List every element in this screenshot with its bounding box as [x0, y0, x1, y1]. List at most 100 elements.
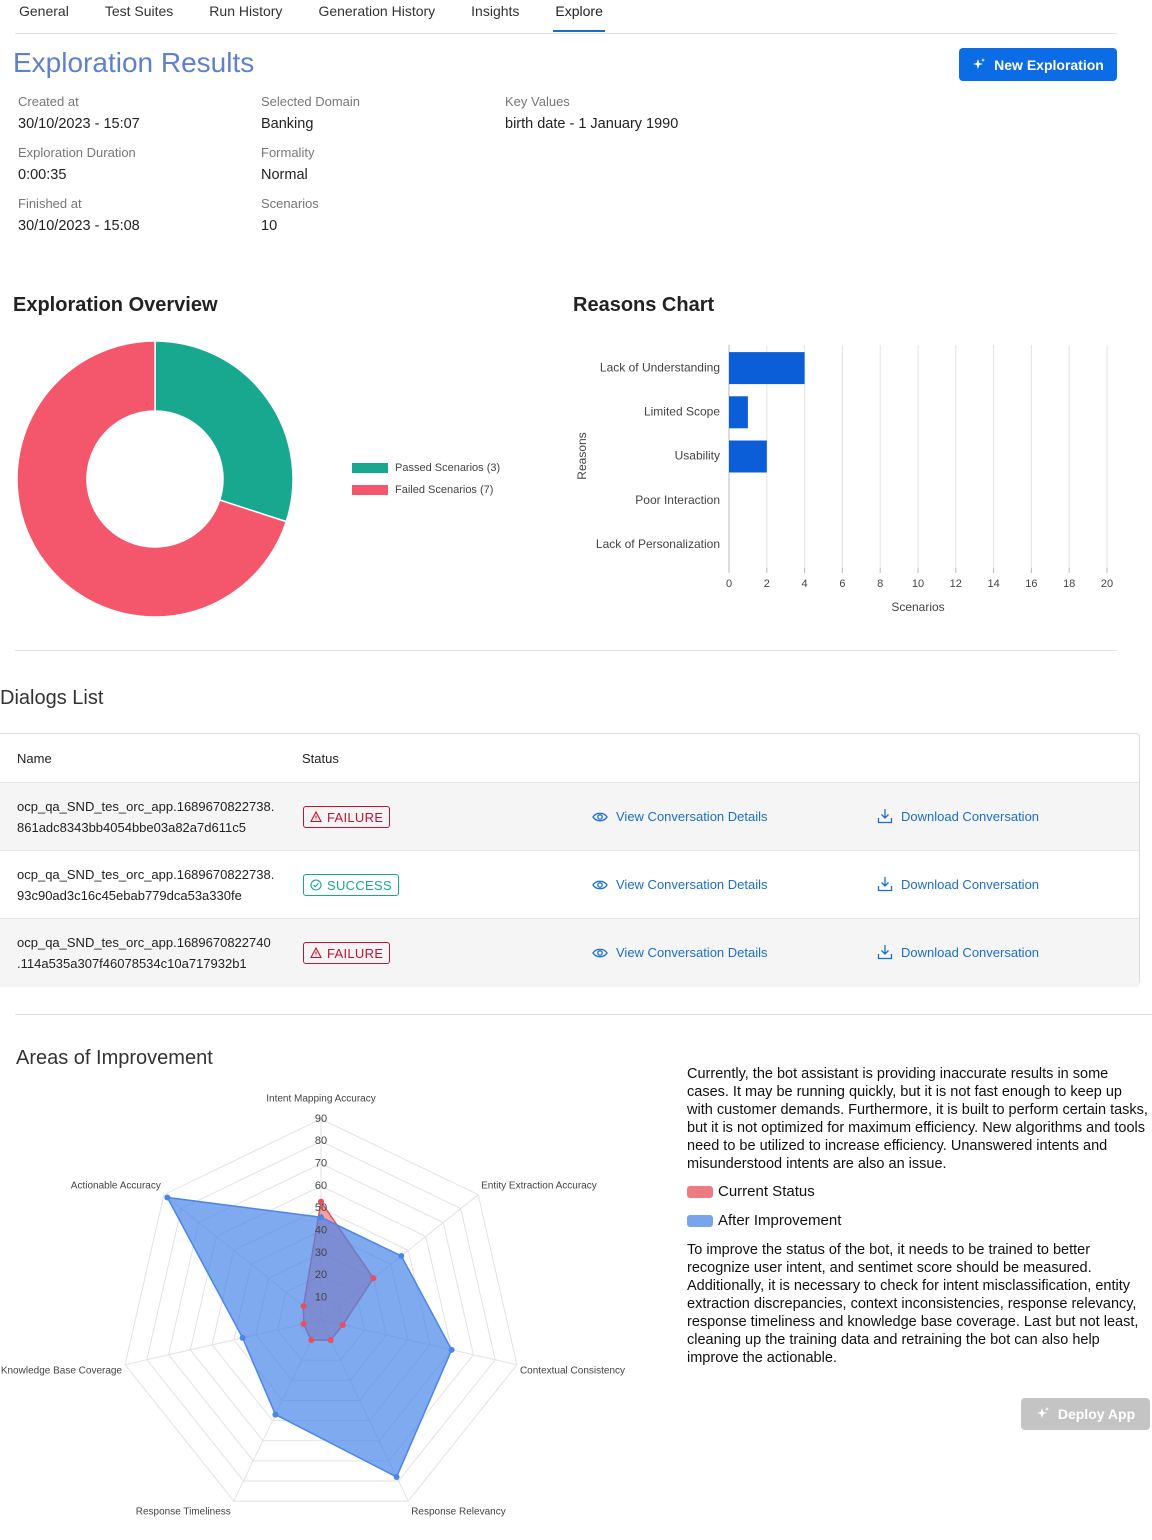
dialog-name: 861adc8343bb4054bbe03a82a7d611c5 — [17, 820, 246, 835]
bar — [729, 352, 805, 385]
status-text: SUCCESS — [327, 877, 392, 893]
tab[interactable]: Generation History — [318, 3, 436, 19]
link-text[interactable]: Download Conversation — [901, 876, 1040, 892]
detail-label: Finished at — [18, 196, 82, 211]
dialog-name: ocp_qa_SND_tes_orc_app.1689670822740 — [17, 935, 271, 950]
spoke — [320, 1319, 518, 1366]
axis-label: Response Relevancy — [411, 1507, 506, 1518]
detail-label: Scenarios — [261, 196, 319, 211]
tab[interactable]: Test Suites — [104, 3, 174, 19]
status-icon — [310, 879, 322, 891]
legend-swatch — [352, 463, 388, 473]
r-tick-label: 80 — [315, 1135, 327, 1147]
legend-label: Current Status — [718, 1183, 815, 1200]
radar-point — [318, 1198, 324, 1205]
eye-icon — [592, 948, 608, 957]
link-text[interactable]: Download Conversation — [901, 944, 1040, 960]
download-icon — [877, 945, 893, 960]
r-tick-label: 40 — [315, 1225, 327, 1237]
view-link[interactable]: View Conversation Details — [592, 877, 768, 892]
bar — [729, 396, 748, 429]
radar-point — [327, 1337, 334, 1344]
detail-label: Key Values — [505, 94, 570, 109]
legend-label: Failed Scenarios (7) — [395, 484, 493, 496]
legend-label: After Improvement — [718, 1212, 842, 1229]
column-header: Name — [17, 751, 52, 766]
y-tick-label: Lack of Personalization — [596, 537, 720, 551]
radar-point — [300, 1320, 307, 1327]
link-text[interactable]: View Conversation Details — [616, 877, 768, 892]
download-link[interactable]: Download Conversation — [877, 876, 1039, 892]
spoke — [163, 1194, 322, 1321]
detail-label: Formality — [261, 145, 315, 160]
spoke — [233, 1319, 322, 1502]
link-text[interactable]: View Conversation Details — [616, 809, 768, 824]
sparkle-icon — [973, 57, 986, 69]
spoke — [320, 1319, 409, 1502]
download-icon — [877, 877, 893, 892]
grid-ring — [146, 1140, 496, 1482]
r-tick-label: 90 — [315, 1113, 327, 1125]
axis-label: Response Timeliness — [136, 1507, 231, 1518]
view-link[interactable]: View Conversation Details — [592, 809, 768, 824]
button-label[interactable]: Deploy App — [1057, 1406, 1136, 1422]
deploy-app-button[interactable]: Deploy App — [1021, 1398, 1150, 1430]
x-tick-label: 18 — [1063, 578, 1075, 590]
section-title: Exploration Overview — [13, 294, 218, 316]
radar-point — [308, 1337, 315, 1344]
tab[interactable]: General — [19, 3, 69, 19]
radar-point — [164, 1194, 171, 1201]
tab[interactable]: Explore — [553, 0, 605, 32]
dialog-name: ocp_qa_SND_tes_orc_app.1689670822738. — [17, 799, 275, 814]
detail-value: birth date - 1 January 1990 — [505, 116, 679, 132]
status-icon — [310, 811, 322, 823]
tab[interactable]: Run History — [209, 3, 283, 19]
y-axis-label: Reasons — [575, 432, 589, 479]
table-row: ocp_qa_SND_tes_orc_app.1689670822738. 93c… — [0, 850, 1139, 919]
eye-icon — [592, 880, 608, 889]
tab[interactable]: Insights — [471, 3, 520, 19]
dialog-name: .114a535a307f46078534c10a717932b1 — [17, 956, 247, 971]
link-text[interactable]: View Conversation Details — [616, 945, 768, 960]
x-tick-label: 0 — [726, 578, 732, 590]
divider — [15, 1014, 1152, 1015]
sparkle-icon — [1036, 1407, 1049, 1418]
detail-label: Exploration Duration — [18, 145, 136, 160]
grid-ring — [233, 1230, 409, 1401]
recommendation-text: To improve the status of the bot, it nee… — [687, 1242, 1139, 1366]
legend-item: After Improvement — [687, 1212, 841, 1229]
download-icon — [877, 809, 893, 824]
axis-label: Contextual Consistency — [520, 1365, 625, 1376]
button-label[interactable]: New Exploration — [994, 56, 1104, 73]
detail-label: Selected Domain — [261, 94, 360, 109]
x-axis-label: Scenarios — [891, 600, 944, 614]
dialog-name: 93c90ad3c16c45ebab779dca53a330fe — [17, 888, 242, 903]
download-link[interactable]: Download Conversation — [877, 944, 1039, 960]
section-title: Reasons Chart — [573, 294, 715, 316]
spoke — [320, 1194, 479, 1321]
new-exploration-button[interactable]: New Exploration — [959, 48, 1117, 81]
y-tick-label: Limited Scope — [644, 404, 720, 418]
table-row: ocp_qa_SND_tes_orc_app.1689670822738. 861… — [0, 782, 1139, 851]
detail-value: 10 — [261, 218, 278, 234]
detail-value: Normal — [261, 167, 308, 183]
link-text[interactable]: Download Conversation — [901, 808, 1040, 824]
x-tick-label: 10 — [912, 578, 924, 590]
section-title: Areas of Improvement — [16, 1047, 213, 1069]
tab-bar: General Test Suites Run History Generation … — [17, 0, 605, 32]
view-link[interactable]: View Conversation Details — [592, 945, 768, 960]
download-link[interactable]: Download Conversation — [877, 808, 1039, 824]
radar-area — [302, 1199, 375, 1341]
divider — [15, 650, 1117, 651]
grid-ring — [255, 1252, 387, 1381]
radar-point — [398, 1252, 405, 1259]
legend-item: Current Status — [687, 1183, 815, 1200]
grid-ring — [276, 1274, 366, 1361]
page-title: Exploration Results — [13, 47, 255, 78]
dialogs-table: Name Status ocp_qa_SND_tes_orc_app.16896… — [0, 733, 1140, 987]
radar-point — [272, 1411, 279, 1418]
grid-ring — [189, 1185, 453, 1442]
x-tick-label: 20 — [1101, 578, 1113, 590]
detail-value: 30/10/2023 - 15:07 — [18, 116, 140, 132]
